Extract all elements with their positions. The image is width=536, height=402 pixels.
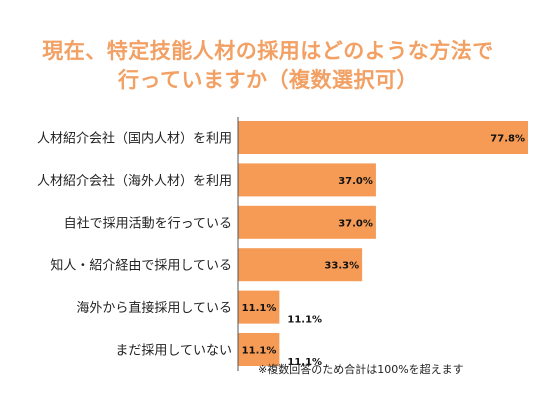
chart-title-line1: 現在、特定技能人材の採用はどのような方法で (42, 39, 494, 63)
category-label: 自社で採用活動を行っている (64, 215, 232, 231)
category-label: 人材紹介会社（国内人材）を利用 (37, 131, 232, 147)
category-label: 人材紹介会社（海外人材）を利用 (37, 173, 232, 189)
category-label: 知人・紹介経由で採用している (50, 258, 232, 274)
value-label: 33.3% (324, 261, 359, 272)
value-label-outside: 11.1% (287, 357, 322, 368)
value-label: 11.1% (242, 346, 277, 357)
value-label: 11.1% (242, 303, 277, 314)
category-label: 海外から直接採用している (76, 300, 232, 316)
category-label: まだ採用していない (115, 344, 232, 359)
chart-title-line2: 行っていますか（複数選択可） (118, 68, 418, 92)
bar (238, 290, 280, 324)
bar (238, 121, 528, 154)
bar (238, 248, 363, 282)
footnote: ※複数回答のため合計は100%を超えます (258, 363, 464, 376)
value-label: 37.0% (338, 218, 373, 229)
bar (238, 163, 376, 197)
value-label: 77.8% (490, 134, 525, 145)
bar (238, 205, 376, 239)
value-label-outside: 11.1% (287, 315, 322, 326)
bar (238, 333, 280, 366)
value-label: 37.0% (338, 176, 373, 187)
